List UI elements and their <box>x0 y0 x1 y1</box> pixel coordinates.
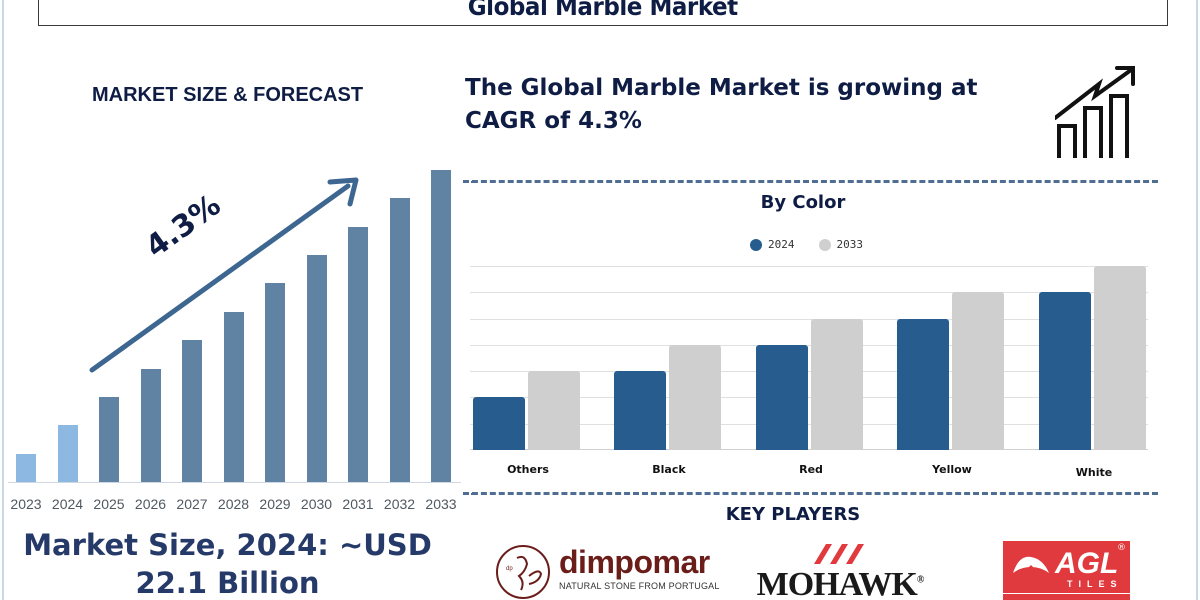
bar-yellow-2024 <box>897 318 949 450</box>
bar-white-2024 <box>1039 292 1091 450</box>
category-label: Black <box>652 463 686 476</box>
gridline <box>470 371 1148 373</box>
dimpomar-wordmark: dimpomar <box>559 544 710 580</box>
year-label: 2031 <box>342 496 374 512</box>
bar-others-2024 <box>473 397 525 450</box>
growth-arrow-icon <box>89 177 359 373</box>
forecast-bar <box>140 368 161 482</box>
legend-item-2033: 2033 <box>818 238 864 251</box>
gridline <box>470 344 1148 346</box>
legend-label: 2033 <box>836 238 864 251</box>
agl-wave-icon <box>1013 556 1049 573</box>
category-label: Red <box>799 463 823 476</box>
legend-dot-icon <box>750 238 762 251</box>
agl-subtitle: TILES <box>1067 579 1123 589</box>
market-size-line-1: Market Size, 2024: ~USD <box>23 528 432 562</box>
mohawk-logo: MOHAWK® <box>745 540 935 600</box>
by-color-title: By Color <box>760 192 846 213</box>
section-divider <box>463 180 1158 183</box>
forecast-bar <box>306 255 327 482</box>
forecast-bar-chart: 2023 2024 2025 2026 2027 2028 2029 2030 2031 2032… <box>8 160 477 520</box>
legend-dot-icon <box>818 238 831 251</box>
category-label: Yellow <box>932 463 972 476</box>
forecast-bar <box>223 311 244 482</box>
gridline <box>470 266 1148 267</box>
market-size-value: Market Size, 2024: ~USD 22.1 Billion <box>0 526 455 600</box>
bar-red-2033 <box>811 318 863 450</box>
by-color-bar-chart <box>470 266 1148 450</box>
year-label: 2028 <box>217 496 250 512</box>
squirrel-emblem-icon: dp <box>496 545 550 599</box>
section-divider <box>463 492 1158 495</box>
forecast-bar <box>16 453 36 482</box>
left-border <box>2 0 4 600</box>
legend-label: 2024 <box>768 238 795 251</box>
dimpomar-logo: dp dimpomar NATURAL STONE FROM PORTUGAL <box>495 544 720 600</box>
bar-red-2024 <box>756 344 808 450</box>
year-label: 2030 <box>300 496 333 512</box>
market-size-heading: MARKET SIZE & FORECAST <box>92 84 364 106</box>
title-banner: Global Marble Market <box>38 0 1168 26</box>
category-label: Others <box>507 463 549 476</box>
forecast-bar <box>348 226 368 482</box>
bar-white-2033 <box>1094 266 1146 450</box>
right-border <box>1196 0 1198 600</box>
agl-wordmark: AGL <box>1055 547 1119 580</box>
year-label: 2027 <box>176 496 208 512</box>
year-label: 2033 <box>425 496 457 512</box>
mohawk-wordmark: MOHAWK® <box>745 566 935 600</box>
forecast-bar <box>265 283 285 482</box>
year-label: 2024 <box>51 496 84 512</box>
year-label: 2032 <box>383 496 416 512</box>
bar-yellow-2033 <box>952 292 1004 450</box>
year-label: 2023 <box>10 496 42 512</box>
year-label: 2026 <box>134 496 167 512</box>
dimpomar-tagline: NATURAL STONE FROM PORTUGAL <box>559 581 720 591</box>
forecast-bar <box>99 396 119 482</box>
cagr-statement: The Global Marble Market is growing at C… <box>465 75 978 134</box>
bar-chart-trend-up-icon <box>1055 66 1135 158</box>
agl-divider <box>1003 593 1130 594</box>
forecast-bar <box>182 340 202 482</box>
key-players-title: KEY PLAYERS <box>725 504 861 525</box>
gridline <box>470 423 1148 425</box>
mohawk-chevrons-icon <box>814 544 864 564</box>
year-label: 2025 <box>93 496 125 512</box>
bar-black-2033 <box>669 344 721 450</box>
chart-baseline <box>470 449 1148 450</box>
forecast-bar <box>389 198 410 482</box>
category-label: White <box>1075 466 1113 479</box>
bar-black-2024 <box>614 371 666 450</box>
bar-others-2033 <box>528 371 580 450</box>
legend-item-2024: 2024 <box>750 238 795 251</box>
chart-legend: 2024 2033 <box>750 238 879 251</box>
registered-mark: ® <box>1117 543 1126 553</box>
forecast-bar <box>431 170 451 482</box>
page-title: Global Marble Market <box>468 0 738 21</box>
registered-mark: ® <box>916 574 925 586</box>
gridline <box>470 292 1148 294</box>
mohawk-name: MOHAWK <box>756 566 918 600</box>
gridline <box>470 318 1148 320</box>
year-label: 2029 <box>259 496 291 512</box>
gridline <box>470 397 1148 399</box>
forecast-x-axis <box>8 482 461 483</box>
agl-tiles-logo: AGL ® TILES <box>1003 541 1130 600</box>
svg-text:dp: dp <box>506 566 513 572</box>
forecast-bar <box>57 425 78 482</box>
market-size-line-2: 22.1 Billion <box>135 566 320 600</box>
